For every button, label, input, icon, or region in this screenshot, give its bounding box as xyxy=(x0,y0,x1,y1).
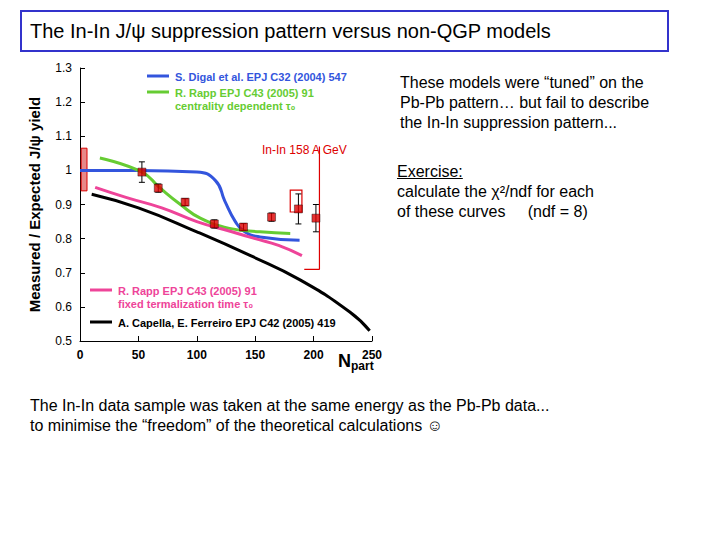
svg-text:R. Rapp EPJ C43 (2005) 91: R. Rapp EPJ C43 (2005) 91 xyxy=(118,285,257,297)
html-text:The In-In data sample was take: The In-In data sample was taken at the s… xyxy=(30,397,550,414)
svg-text:centrality dependent τ₀: centrality dependent τ₀ xyxy=(175,100,296,112)
svg-text:50: 50 xyxy=(132,348,146,362)
svg-text:Measured / Expected J/ψ yield: Measured / Expected J/ψ yield xyxy=(26,97,43,313)
svg-text:0.6: 0.6 xyxy=(55,300,72,314)
svg-text:1.1: 1.1 xyxy=(55,129,72,143)
html-text:of these curves (ndf = 8): of these curves (ndf = 8) xyxy=(397,203,588,220)
svg-text:0.7: 0.7 xyxy=(55,266,72,280)
svg-text:0: 0 xyxy=(77,348,84,362)
svg-text:R. Rapp EPJ C43 (2005) 91: R. Rapp EPJ C43 (2005) 91 xyxy=(175,87,314,99)
html-text:the In-In suppression pattern.: the In-In suppression pattern... xyxy=(400,114,617,131)
html-text:to minimise the “freedom” of t: to minimise the “freedom” of the theoret… xyxy=(30,417,443,434)
svg-text:In-In 158 A GeV: In-In 158 A GeV xyxy=(262,143,347,157)
svg-text:150: 150 xyxy=(245,348,265,362)
svg-text:0.9: 0.9 xyxy=(55,198,72,212)
svg-text:A. Capella, E. Ferreiro EPJ C4: A. Capella, E. Ferreiro EPJ C42 (2005) 4… xyxy=(118,317,336,329)
svg-text:fixed termalization time τ₀: fixed termalization time τ₀ xyxy=(118,298,253,310)
svg-text:1: 1 xyxy=(65,163,72,177)
svg-text:S. Digal et al. EPJ C32 (2004): S. Digal et al. EPJ C32 (2004) 547 xyxy=(175,71,347,83)
svg-text:0.5: 0.5 xyxy=(55,334,72,348)
svg-text:N: N xyxy=(338,351,351,371)
html-text:calculate the χ²/ndf for each: calculate the χ²/ndf for each xyxy=(397,183,594,200)
svg-text:0.8: 0.8 xyxy=(55,232,72,246)
svg-text:1.3: 1.3 xyxy=(55,61,72,75)
html-text:Exercise:: Exercise: xyxy=(397,163,463,180)
svg-text:250: 250 xyxy=(362,348,382,362)
svg-text:100: 100 xyxy=(187,348,207,362)
html-text:These models were “tuned” on t: These models were “tuned” on the xyxy=(400,74,644,91)
html-text:Pb-Pb pattern… but fail to des: Pb-Pb pattern… but fail to describe xyxy=(400,94,649,111)
svg-text:part: part xyxy=(351,359,374,373)
svg-text:200: 200 xyxy=(304,348,324,362)
html-text:The In-In J/ψ suppression patt: The In-In J/ψ suppression pattern versus… xyxy=(30,20,551,42)
svg-text:1.2: 1.2 xyxy=(55,95,72,109)
